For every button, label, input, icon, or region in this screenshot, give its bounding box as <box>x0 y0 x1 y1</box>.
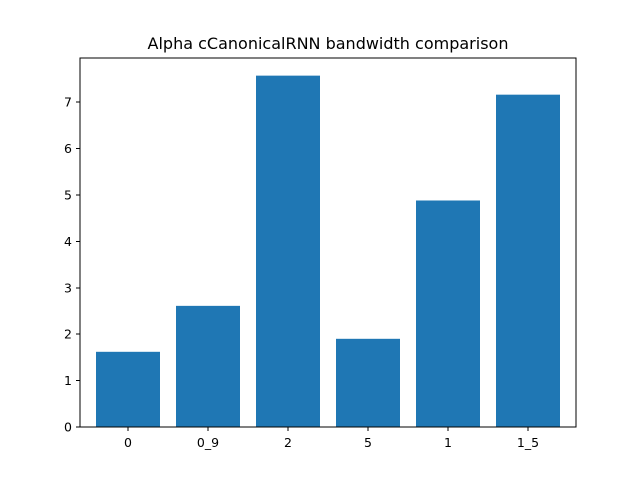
bar-0_9 <box>176 305 240 427</box>
bar-0 <box>96 351 160 427</box>
y-tick-label: 2 <box>64 327 72 342</box>
bar-1_5 <box>496 94 560 428</box>
x-tick-label-5: 5 <box>364 435 372 450</box>
x-tick-label-1: 1 <box>444 435 452 450</box>
y-tick-label: 3 <box>64 280 72 295</box>
x-tick-label-0: 0 <box>124 435 132 450</box>
x-tick-label-0_9: 0_9 <box>197 435 219 450</box>
bar-5 <box>336 338 400 427</box>
bar-2 <box>256 75 320 427</box>
x-tick-label-1_5: 1_5 <box>517 435 539 450</box>
bars-layer <box>96 75 560 428</box>
y-tick-label: 0 <box>64 420 72 435</box>
x-tick-label-2: 2 <box>284 435 292 450</box>
y-tick-label: 7 <box>64 95 72 110</box>
plot-frame <box>79 57 577 428</box>
y-tick-label: 1 <box>64 373 72 388</box>
y-tick-label: 4 <box>64 234 72 249</box>
y-tick-label: 5 <box>64 187 72 202</box>
chart-title: Alpha cCanonicalRNN bandwidth comparison <box>148 34 509 53</box>
bar-1 <box>416 200 480 427</box>
y-tick-label: 6 <box>64 141 72 156</box>
axes-layer: 0 1 2 3 4 5 6 7 0 0_9 2 5 1 1_5 <box>64 57 577 450</box>
